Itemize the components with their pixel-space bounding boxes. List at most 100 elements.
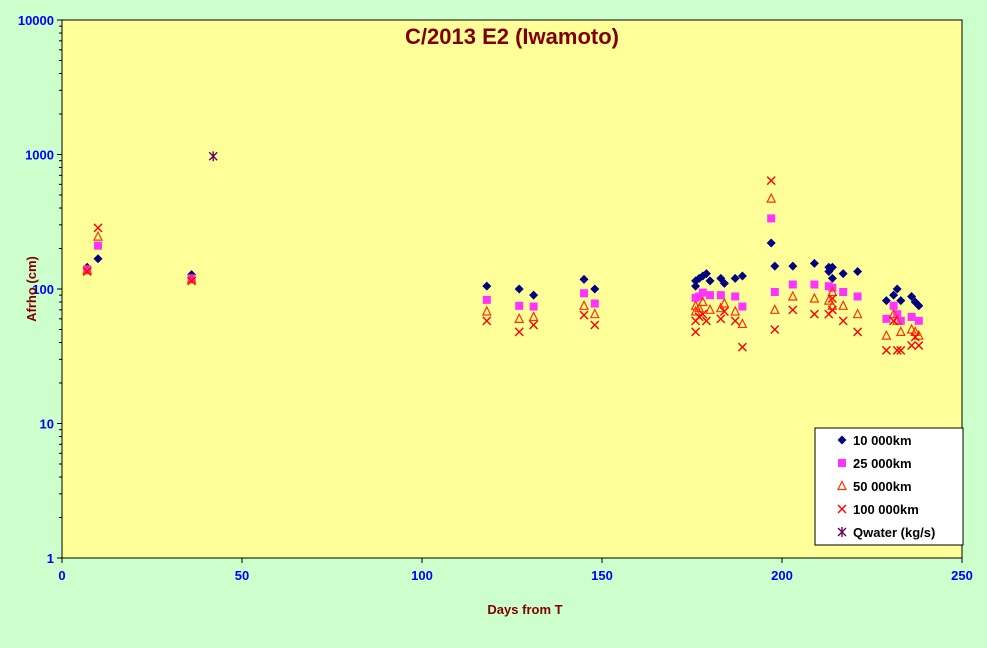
data-point — [853, 327, 863, 337]
data-point — [690, 305, 701, 316]
data-point — [706, 291, 714, 300]
data-point — [730, 316, 740, 326]
data-point — [881, 296, 891, 306]
data-point — [705, 276, 715, 286]
data-point — [809, 309, 819, 319]
data-point — [853, 266, 863, 276]
data-point — [482, 295, 491, 304]
x-tick-label: 250 — [951, 568, 973, 583]
legend-marker — [837, 480, 847, 491]
data-point — [698, 309, 708, 319]
x-tick-label: 150 — [591, 568, 613, 583]
data-point — [827, 286, 838, 297]
series-2 — [82, 192, 924, 340]
data-point — [589, 308, 600, 319]
data-point — [690, 299, 701, 310]
y-axis: 1 10 100 1000 10000 — [18, 13, 62, 566]
data-point — [770, 261, 780, 271]
data-point — [809, 292, 820, 303]
data-point — [83, 265, 92, 274]
y-tick-label: 10000 — [18, 13, 54, 28]
x-tick-label: 200 — [771, 568, 793, 583]
data-point — [701, 316, 711, 326]
data-point — [893, 310, 902, 319]
legend-marker — [837, 504, 847, 514]
legend-marker — [837, 435, 847, 445]
data-point — [590, 299, 599, 308]
data-point — [515, 301, 524, 310]
data-point — [737, 342, 747, 352]
data-point — [838, 316, 848, 326]
data-point — [896, 345, 906, 355]
data-point — [766, 238, 776, 248]
y-tick-label: 10 — [40, 417, 54, 432]
data-point — [482, 281, 492, 291]
data-point — [731, 292, 740, 301]
data-point — [737, 271, 747, 281]
x-tick-label: 50 — [235, 568, 249, 583]
data-point — [529, 302, 538, 311]
data-point — [910, 332, 920, 342]
data-point — [737, 318, 748, 329]
data-point — [529, 320, 539, 330]
data-point — [716, 291, 725, 300]
data-point — [769, 303, 780, 314]
legend-entry: 10 000km — [853, 433, 912, 448]
data-point — [719, 297, 730, 308]
legend-entry: 50 000km — [853, 479, 912, 494]
data-point — [187, 274, 196, 283]
legend-entry: 100 000km — [853, 502, 919, 517]
data-point — [892, 345, 902, 355]
data-point — [691, 281, 701, 291]
data-point — [82, 266, 92, 276]
data-point — [715, 302, 726, 313]
data-point — [514, 284, 524, 294]
data-point — [716, 314, 726, 324]
data-point — [907, 291, 917, 301]
data-point — [579, 310, 589, 320]
x-tick-label: 100 — [411, 568, 433, 583]
legend: 10 000km 25 000km 50 000km 100 000km Qwater … — [814, 427, 964, 546]
data-point — [881, 345, 891, 355]
data-point — [896, 316, 905, 325]
data-point — [719, 307, 729, 317]
data-point — [482, 316, 492, 326]
data-point — [705, 303, 715, 314]
data-point — [730, 273, 740, 283]
data-point — [827, 262, 837, 272]
series-3 — [82, 176, 924, 355]
data-point — [910, 326, 921, 336]
data-point — [528, 311, 539, 322]
data-point — [579, 299, 589, 310]
y-tick-label: 100 — [32, 282, 54, 297]
data-point — [579, 274, 589, 284]
data-point — [529, 290, 539, 300]
data-point — [852, 308, 863, 319]
x-axis-label: Days from T — [487, 602, 562, 617]
data-point — [889, 290, 899, 300]
legend-marker — [837, 527, 847, 537]
data-point — [788, 261, 798, 271]
data-point — [809, 258, 819, 268]
data-point — [719, 278, 729, 288]
data-point — [914, 301, 924, 311]
data-point — [827, 273, 837, 283]
data-point — [838, 299, 849, 310]
data-point — [853, 292, 862, 301]
y-tick-label: 1000 — [25, 148, 54, 163]
data-point — [730, 305, 741, 316]
data-point — [514, 327, 524, 337]
data-point — [914, 341, 924, 351]
series-4 — [208, 151, 218, 162]
data-point — [770, 324, 780, 334]
data-point — [590, 284, 600, 294]
data-point — [93, 230, 103, 241]
data-point — [580, 289, 588, 298]
data-point — [481, 305, 492, 316]
plot-area — [61, 19, 963, 559]
data-point — [895, 326, 906, 336]
data-point — [810, 280, 819, 289]
data-point — [907, 312, 916, 321]
legend-entry: Qwater (kg/s) — [853, 525, 935, 540]
data-point — [827, 293, 837, 303]
